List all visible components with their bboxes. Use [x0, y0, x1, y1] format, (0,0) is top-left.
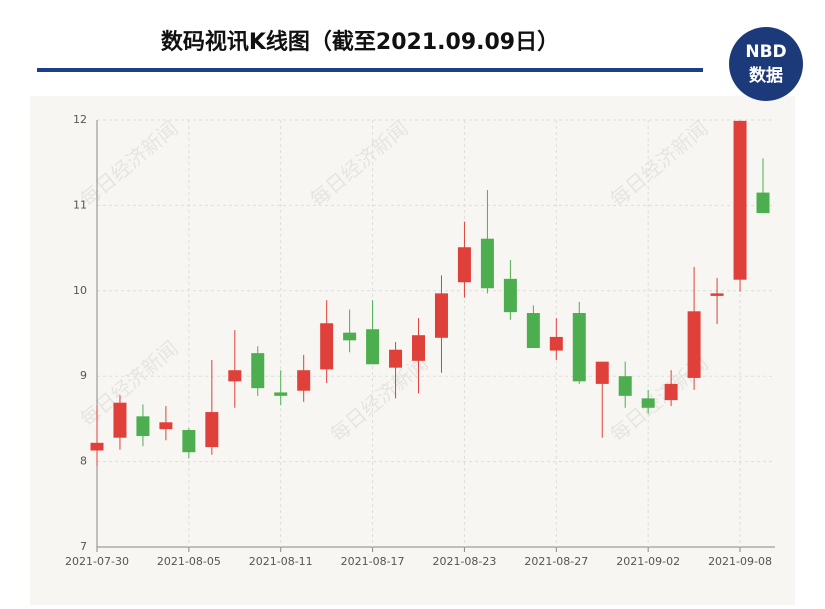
- candle-body: [549, 336, 563, 351]
- logo: [729, 27, 803, 101]
- candle-body: [136, 416, 150, 436]
- y-tick-label: 9: [80, 369, 87, 382]
- candle-body: [687, 311, 701, 378]
- x-tick-label: 2021-08-23: [432, 555, 496, 568]
- candle-body: [90, 442, 104, 451]
- candle-body: [618, 376, 632, 396]
- candle-body: [113, 402, 127, 438]
- candle-body: [228, 370, 242, 382]
- chart-title: 数码视讯K线图（截至2021.09.09日）: [161, 29, 559, 55]
- candle-body: [434, 293, 448, 338]
- x-tick-label: 2021-08-17: [341, 555, 405, 568]
- x-tick-label: 2021-08-27: [524, 555, 588, 568]
- candle-body: [412, 335, 426, 361]
- candle-body: [343, 332, 357, 341]
- candle-body: [756, 192, 770, 214]
- candle-body: [389, 349, 403, 368]
- logo-bottom: 数据: [749, 65, 783, 86]
- candle-body: [366, 329, 380, 365]
- y-tick-label: 8: [80, 455, 87, 468]
- candle-body: [297, 370, 311, 391]
- x-tick-label: 2021-07-30: [65, 555, 129, 568]
- candle-body: [274, 392, 288, 396]
- candle-body: [664, 383, 678, 401]
- candle-body: [320, 323, 334, 370]
- candle-body: [205, 412, 219, 448]
- candle-body: [182, 430, 196, 453]
- y-tick-label: 11: [73, 198, 87, 211]
- candle-body: [480, 238, 494, 289]
- candle-body: [251, 353, 265, 389]
- candle-body: [572, 313, 586, 382]
- x-tick-label: 2021-08-05: [157, 555, 221, 568]
- plot: 7 8 9 10 11 12 2021-07-30 2021-08-05 2021-08-11 2…: [65, 113, 775, 568]
- y-tick-label: 12: [73, 113, 87, 126]
- candle-body: [503, 278, 517, 313]
- candle-body: [457, 247, 471, 283]
- y-tick-label: 7: [80, 540, 87, 553]
- candle-body: [595, 361, 609, 384]
- title-rule: [37, 68, 703, 72]
- x-tick-label: 2021-08-11: [249, 555, 313, 568]
- candle-body: [710, 293, 724, 296]
- logo-top: NBD: [745, 42, 786, 62]
- candle-body: [526, 313, 540, 349]
- y-tick-label: 10: [73, 284, 87, 297]
- candle-body: [733, 120, 747, 280]
- x-tick-label: 2021-09-02: [616, 555, 680, 568]
- x-tick-label: 2021-09-08: [708, 555, 772, 568]
- candle-body: [159, 422, 173, 430]
- candle-body: [641, 398, 655, 408]
